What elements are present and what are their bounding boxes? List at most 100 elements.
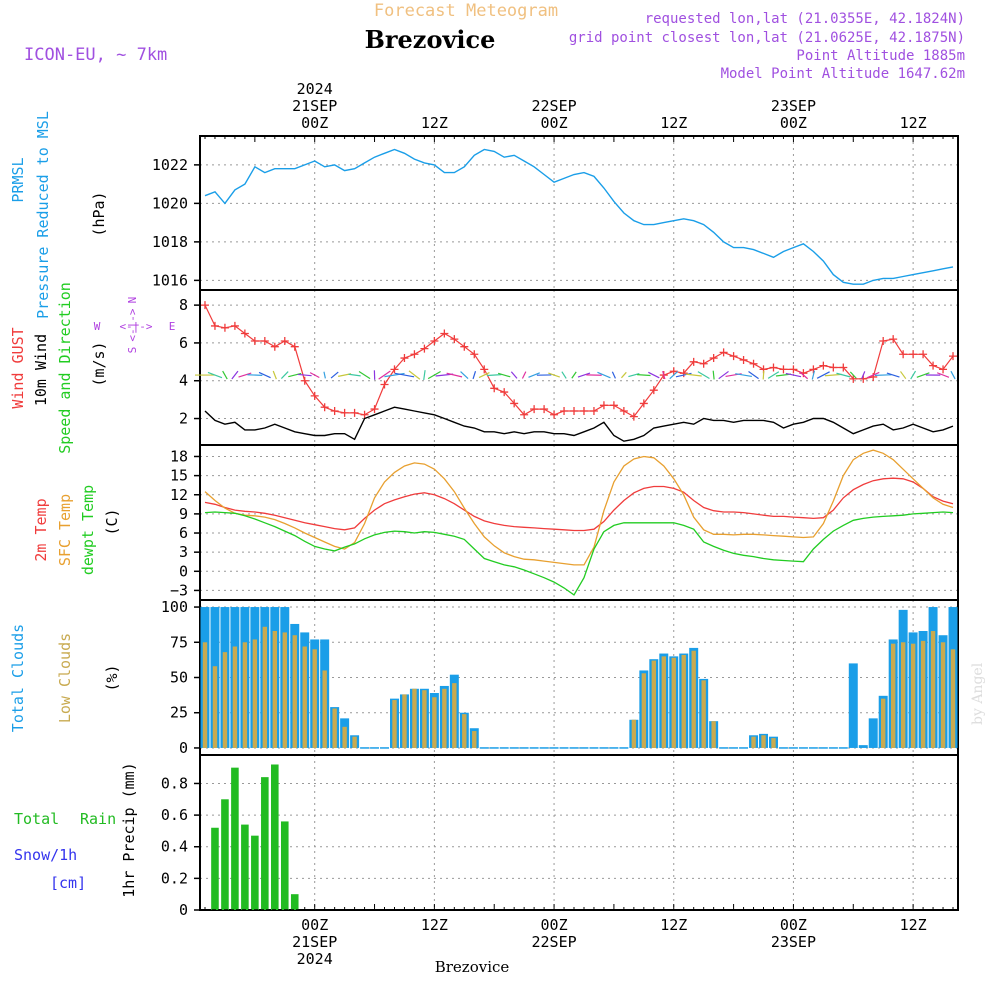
panel-frame — [199, 444, 959, 601]
low-cloud-bar — [900, 642, 906, 748]
gust-marker — [250, 337, 259, 346]
low-cloud-bar — [242, 642, 248, 748]
low-cloud-bar — [392, 700, 397, 748]
gust-marker — [939, 365, 948, 374]
cloud-labels: Total Clouds Low Clouds (%) — [9, 624, 121, 732]
model-altitude: Model Point Altitude 1647.62m — [721, 66, 965, 82]
gust-marker — [500, 388, 509, 397]
x-time-label-bottom: 2024 — [297, 950, 333, 968]
2m-temp-label: 2m Temp — [32, 498, 50, 561]
wind-arrow — [497, 372, 511, 378]
gust-marker — [609, 401, 618, 410]
gust-label: Wind GUST — [9, 327, 27, 408]
low-cloud-bar — [691, 650, 696, 748]
gust-marker — [839, 363, 848, 372]
low-cloud-bar — [771, 738, 776, 748]
gust-marker — [550, 410, 559, 419]
wind-arrow — [348, 373, 361, 377]
low-cloud-bar — [751, 736, 756, 748]
y-tick-label: 1022 — [152, 156, 188, 174]
gust-marker — [540, 405, 549, 414]
low-cloud-bar — [232, 646, 238, 748]
low-clouds-label: Low Clouds — [56, 633, 74, 723]
low-cloud-bar — [282, 632, 287, 748]
gust-marker — [470, 350, 479, 359]
wind-arrow — [762, 370, 765, 380]
gust-marker — [849, 374, 858, 383]
compass-west: W — [94, 320, 101, 333]
plot-area: 10161018102010222468−3036912151802550751… — [152, 80, 959, 968]
low-cloud-bar — [252, 639, 258, 748]
x-time-label-bottom: 22SEP — [531, 933, 576, 951]
snow-unit-label: [cm] — [50, 874, 86, 892]
dewpt-line — [204, 511, 954, 596]
y-tick-label: 25 — [170, 704, 188, 722]
total-clouds-label: Total Clouds — [9, 624, 27, 732]
wind-arrow — [207, 371, 223, 379]
gust-marker — [420, 344, 429, 353]
x-time-label-bottom: 12Z — [660, 916, 687, 934]
wind-arrow — [460, 371, 469, 380]
gust-marker — [589, 406, 598, 415]
precip-bar — [271, 764, 279, 910]
x-time-label-bottom: 23SEP — [771, 933, 816, 951]
gust-marker — [370, 405, 379, 414]
wind-arrow — [637, 373, 651, 377]
wind-arrow — [272, 370, 277, 380]
wind-arrow — [785, 372, 802, 378]
wind-arrow — [798, 370, 809, 380]
gust-marker — [919, 350, 928, 359]
precip-bar — [280, 821, 289, 910]
gust-marker — [480, 365, 489, 374]
y-tick-label: 0 — [179, 739, 188, 757]
low-cloud-bar — [332, 708, 337, 748]
low-cloud-bar — [202, 642, 208, 748]
gust-marker — [450, 335, 459, 344]
y-tick-label: 6 — [179, 524, 188, 542]
y-tick-label: 9 — [179, 505, 188, 523]
precip-bar — [251, 835, 259, 910]
low-cloud-bar — [272, 631, 277, 748]
gust-marker — [300, 376, 309, 385]
total-cloud-bar — [868, 718, 878, 748]
gust-marker — [679, 369, 688, 378]
wind-arrow — [378, 370, 391, 380]
gust-marker — [789, 365, 798, 374]
gust-marker — [739, 355, 748, 364]
wind-arrow — [950, 370, 956, 380]
low-cloud-bar — [292, 635, 297, 748]
model-name: ICON-EU, ~ 7km — [24, 45, 167, 65]
compass-south: S — [126, 347, 139, 354]
gust-marker — [200, 301, 209, 310]
low-cloud-bar — [631, 719, 637, 748]
low-cloud-bar — [890, 643, 896, 748]
wind-arrow — [561, 371, 567, 379]
gust-marker — [719, 348, 728, 357]
low-cloud-bar — [312, 649, 317, 748]
top-title: Forecast Meteogram — [374, 1, 558, 21]
panel-frame — [199, 754, 959, 911]
temp-labels: 2m Temp SFC Temp dewpt Temp (C) — [32, 485, 121, 575]
gust-marker — [360, 410, 369, 419]
gust-marker — [400, 354, 409, 363]
low-cloud-bar — [402, 694, 407, 748]
wind-arrow — [767, 371, 780, 379]
gust-marker — [350, 408, 359, 417]
y-tick-label: 6 — [179, 334, 188, 352]
wind-arrow — [510, 371, 518, 379]
gust-marker — [909, 350, 918, 359]
wind-arrow — [222, 370, 228, 380]
wind-arrow — [669, 371, 679, 380]
low-cloud-bar — [940, 642, 946, 748]
y-tick-label: 3 — [179, 543, 188, 561]
wind-arrow — [718, 370, 729, 380]
x-time-label-bottom: 00Z — [301, 916, 328, 934]
gust-marker — [560, 406, 569, 415]
t2m-line — [204, 477, 954, 532]
gust-marker — [899, 350, 908, 359]
low-cloud-bar — [671, 657, 676, 748]
precip-bar — [231, 767, 239, 910]
low-cloud-bar — [322, 670, 327, 748]
wind-arrow — [910, 370, 917, 380]
